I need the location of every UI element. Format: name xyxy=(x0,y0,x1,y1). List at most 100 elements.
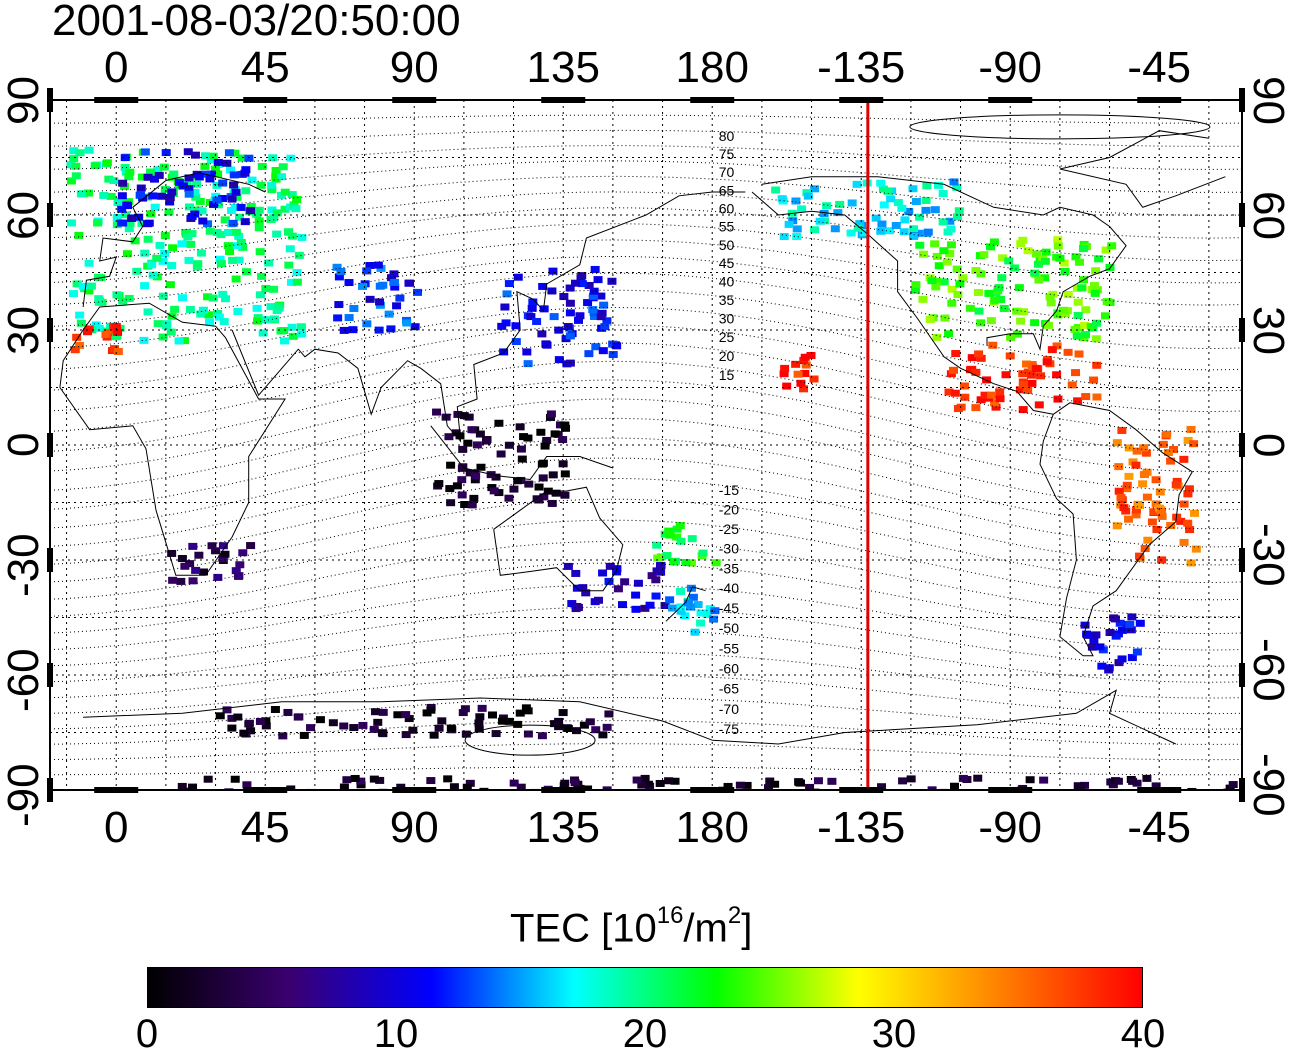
tec-cell xyxy=(187,213,197,221)
tec-cell xyxy=(607,277,617,285)
dip-latitude-contour xyxy=(50,272,1242,349)
longitude-tick-label: 180 xyxy=(675,43,749,92)
tec-cell xyxy=(271,166,281,174)
tec-cell xyxy=(914,229,924,237)
dip-latitude-contour xyxy=(50,145,1242,170)
tec-cell xyxy=(426,706,436,714)
tec-cell xyxy=(220,216,230,224)
tec-cell xyxy=(215,712,225,720)
tec-cell xyxy=(487,711,497,719)
colorbar xyxy=(147,967,1143,1008)
tec-cell xyxy=(923,228,933,236)
longitude-tick-label: -90 xyxy=(978,803,1043,852)
tec-cell xyxy=(948,366,958,374)
tec-cell xyxy=(1092,319,1102,327)
tec-cell xyxy=(952,265,962,273)
tec-cell xyxy=(819,209,829,217)
tec-cell xyxy=(246,542,256,550)
longitude-tick-label: 180 xyxy=(675,803,749,852)
tec-cell xyxy=(112,291,122,299)
tec-cell xyxy=(1158,440,1168,448)
tec-cell xyxy=(91,321,101,329)
tec-cell xyxy=(990,296,1000,304)
tec-cell xyxy=(287,323,297,331)
tec-cell xyxy=(946,225,956,233)
tec-cell xyxy=(1052,371,1062,379)
longitude-tick-label: 45 xyxy=(240,803,290,852)
tec-cell xyxy=(231,275,241,283)
tec-cell xyxy=(1114,487,1124,495)
tec-cell xyxy=(228,256,238,264)
longitude-tick-label: 0 xyxy=(103,803,129,852)
tec-cell xyxy=(1019,308,1029,316)
tec-cell xyxy=(181,228,191,236)
tec-cell xyxy=(1089,637,1099,645)
tec-cell xyxy=(369,725,379,733)
tec-cell xyxy=(524,480,534,488)
tec-cell xyxy=(234,256,244,264)
tec-cell xyxy=(950,389,960,397)
tec-cell xyxy=(1106,778,1116,786)
tec-cell xyxy=(280,337,290,345)
tec-cell xyxy=(567,600,577,608)
tec-cell xyxy=(252,304,262,312)
tec-cell xyxy=(877,220,887,228)
tec-cell xyxy=(227,714,237,722)
tec-cell xyxy=(205,175,215,183)
tec-cell xyxy=(467,426,477,434)
tec-cell xyxy=(196,310,206,318)
tec-cell xyxy=(1097,662,1107,670)
dip-latitude-label: -50 xyxy=(719,620,739,636)
tec-cell xyxy=(405,279,415,287)
tec-cell xyxy=(118,179,128,187)
tec-cell xyxy=(1006,333,1016,341)
tec-cell xyxy=(269,315,279,323)
tec-cell xyxy=(1183,490,1193,498)
tec-cell xyxy=(465,469,475,477)
tec-cell xyxy=(272,230,282,238)
latitude-tick-label: -90 xyxy=(0,763,48,827)
tec-cell xyxy=(877,783,887,790)
tec-cell xyxy=(402,319,412,327)
tec-cell xyxy=(184,256,194,264)
tec-cell xyxy=(589,292,599,300)
tec-cell xyxy=(919,250,929,258)
tec-cell xyxy=(559,293,569,301)
tec-cell xyxy=(271,175,281,183)
tec-cell xyxy=(779,370,789,378)
tec-cell xyxy=(160,185,170,193)
tec-cell xyxy=(152,254,162,262)
dip-latitude-contour xyxy=(50,307,1242,392)
tec-cell xyxy=(954,207,964,215)
tec-cell xyxy=(157,192,167,200)
tec-cell xyxy=(479,787,489,790)
tec-cell xyxy=(680,612,690,620)
tec-cell xyxy=(387,274,397,282)
tec-cell xyxy=(653,554,663,562)
tec-cell xyxy=(930,240,940,248)
tec-cell xyxy=(122,250,132,258)
tec-cell xyxy=(218,290,228,298)
dip-latitude-contour xyxy=(50,478,1242,566)
tec-cell xyxy=(898,777,908,785)
tec-cell xyxy=(124,173,134,181)
tec-cell xyxy=(267,186,277,194)
dip-latitude-contour xyxy=(50,289,1242,371)
tec-cell xyxy=(1126,626,1136,634)
tec-cell xyxy=(183,233,193,241)
tec-cell xyxy=(631,605,641,613)
tec-cell xyxy=(93,273,103,281)
tec-cell xyxy=(339,722,349,730)
tec-cell xyxy=(269,214,279,222)
tec-cell xyxy=(261,316,271,324)
tec-cell xyxy=(1059,259,1069,267)
tec-cell xyxy=(984,289,994,297)
longitude-tick-label: -45 xyxy=(1127,803,1192,852)
tec-cell xyxy=(358,282,368,290)
tec-cell xyxy=(589,287,599,295)
tec-cell xyxy=(177,782,187,790)
tec-cell xyxy=(1179,538,1189,546)
tec-cell xyxy=(365,295,375,303)
tec-cell xyxy=(980,391,990,399)
tec-cell xyxy=(904,207,914,215)
